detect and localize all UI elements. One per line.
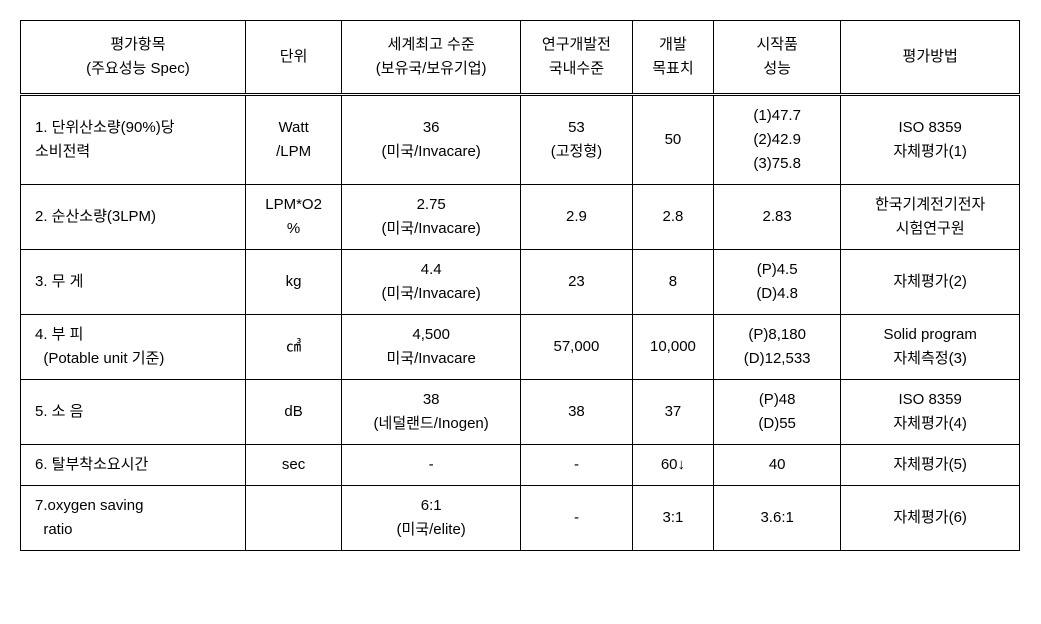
table-row: 6. 탈부착소요시간 sec - - 60↓ 40 자체평가(5) <box>21 445 1020 486</box>
cell-target: 50 <box>632 95 713 185</box>
cell-prototype: (P)4.5(D)4.8 <box>714 250 841 315</box>
cell-unit: dB <box>245 380 342 445</box>
cell-method: 한국기계전기전자시험연구원 <box>841 185 1020 250</box>
cell-unit: LPM*O2% <box>245 185 342 250</box>
table-row: 4. 부 피 (Potable unit 기준) ㎤ 4,500미국/Invac… <box>21 315 1020 380</box>
cell-spec: 3. 무 게 <box>21 250 246 315</box>
cell-method: 자체평가(6) <box>841 486 1020 551</box>
cell-prototype: 40 <box>714 445 841 486</box>
cell-unit: Watt/LPM <box>245 95 342 185</box>
cell-unit: kg <box>245 250 342 315</box>
table-row: 1. 단위산소량(90%)당소비전력 Watt/LPM 36(미국/Invaca… <box>21 95 1020 185</box>
cell-target: 2.8 <box>632 185 713 250</box>
header-unit: 단위 <box>245 21 342 95</box>
cell-world-best: 4.4(미국/Invacare) <box>342 250 521 315</box>
table-row: 2. 순산소량(3LPM) LPM*O2% 2.75(미국/Invacare) … <box>21 185 1020 250</box>
cell-domestic: 57,000 <box>520 315 632 380</box>
cell-method: Solid program자체측정(3) <box>841 315 1020 380</box>
cell-spec: 1. 단위산소량(90%)당소비전력 <box>21 95 246 185</box>
cell-spec: 2. 순산소량(3LPM) <box>21 185 246 250</box>
spec-table: 평가항목(주요성능 Spec) 단위 세계최고 수준(보유국/보유기업) 연구개… <box>20 20 1020 551</box>
header-spec: 평가항목(주요성능 Spec) <box>21 21 246 95</box>
cell-spec: 6. 탈부착소요시간 <box>21 445 246 486</box>
header-domestic: 연구개발전국내수준 <box>520 21 632 95</box>
cell-world-best: 2.75(미국/Invacare) <box>342 185 521 250</box>
cell-world-best: 36(미국/Invacare) <box>342 95 521 185</box>
cell-prototype: (P)8,180(D)12,533 <box>714 315 841 380</box>
header-world-best: 세계최고 수준(보유국/보유기업) <box>342 21 521 95</box>
cell-target: 60↓ <box>632 445 713 486</box>
cell-method: ISO 8359자체평가(4) <box>841 380 1020 445</box>
table-row: 7.oxygen saving ratio 6:1(미국/elite) - 3:… <box>21 486 1020 551</box>
table-body: 1. 단위산소량(90%)당소비전력 Watt/LPM 36(미국/Invaca… <box>21 95 1020 551</box>
header-prototype: 시작품성능 <box>714 21 841 95</box>
cell-world-best: 38(네덜랜드/Inogen) <box>342 380 521 445</box>
cell-domestic: 23 <box>520 250 632 315</box>
table-row: 5. 소 음 dB 38(네덜랜드/Inogen) 38 37 (P)48(D)… <box>21 380 1020 445</box>
table-row: 3. 무 게 kg 4.4(미국/Invacare) 23 8 (P)4.5(D… <box>21 250 1020 315</box>
cell-method: ISO 8359자체평가(1) <box>841 95 1020 185</box>
cell-domestic: 38 <box>520 380 632 445</box>
cell-domestic: 53(고정형) <box>520 95 632 185</box>
cell-prototype: (P)48(D)55 <box>714 380 841 445</box>
cell-spec: 4. 부 피 (Potable unit 기준) <box>21 315 246 380</box>
cell-prototype: (1)47.7(2)42.9(3)75.8 <box>714 95 841 185</box>
cell-unit: sec <box>245 445 342 486</box>
cell-spec: 7.oxygen saving ratio <box>21 486 246 551</box>
cell-target: 37 <box>632 380 713 445</box>
cell-unit: ㎤ <box>245 315 342 380</box>
cell-domestic: - <box>520 445 632 486</box>
cell-unit <box>245 486 342 551</box>
cell-domestic: - <box>520 486 632 551</box>
cell-world-best: 6:1(미국/elite) <box>342 486 521 551</box>
cell-method: 자체평가(2) <box>841 250 1020 315</box>
cell-prototype: 3.6:1 <box>714 486 841 551</box>
header-method: 평가방법 <box>841 21 1020 95</box>
cell-world-best: 4,500미국/Invacare <box>342 315 521 380</box>
cell-world-best: - <box>342 445 521 486</box>
cell-spec: 5. 소 음 <box>21 380 246 445</box>
cell-method: 자체평가(5) <box>841 445 1020 486</box>
cell-prototype: 2.83 <box>714 185 841 250</box>
cell-domestic: 2.9 <box>520 185 632 250</box>
header-target: 개발목표치 <box>632 21 713 95</box>
cell-target: 3:1 <box>632 486 713 551</box>
cell-target: 10,000 <box>632 315 713 380</box>
table-header-row: 평가항목(주요성능 Spec) 단위 세계최고 수준(보유국/보유기업) 연구개… <box>21 21 1020 95</box>
cell-target: 8 <box>632 250 713 315</box>
